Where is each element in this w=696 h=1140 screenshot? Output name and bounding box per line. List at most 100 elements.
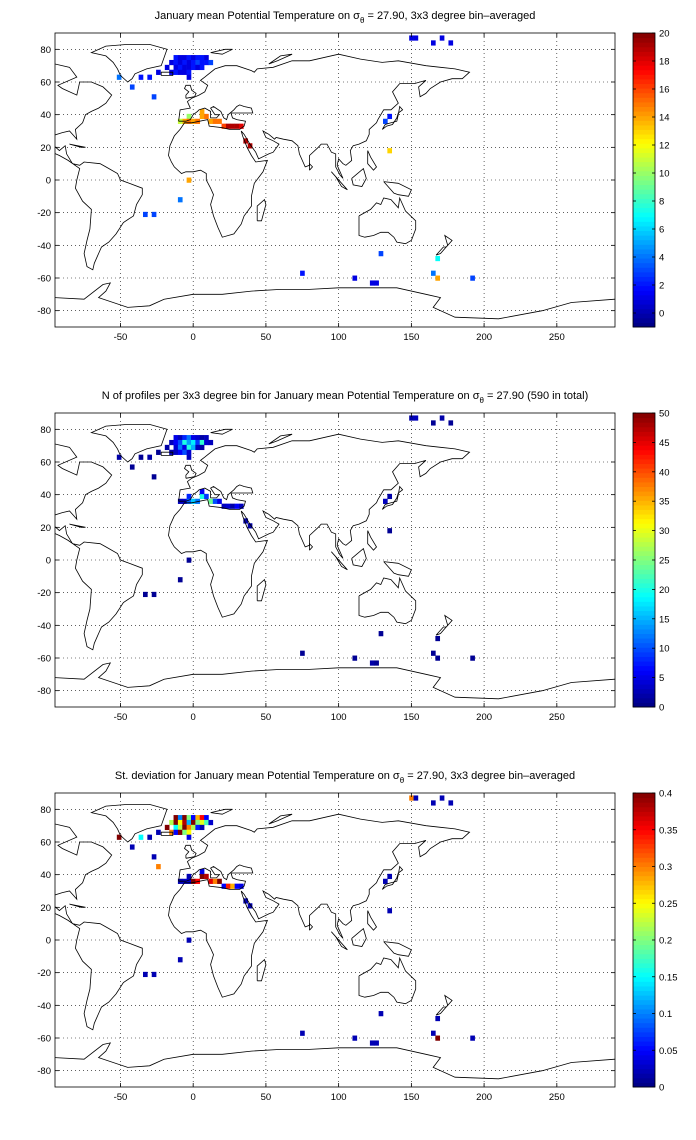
x-tick-label: 100 — [331, 332, 347, 343]
colorbar-segment — [633, 569, 655, 575]
data-cell — [177, 64, 183, 71]
y-tick-label: 60 — [40, 458, 51, 469]
colorbar-segment — [633, 83, 655, 89]
data-cell — [186, 824, 192, 831]
colorbar-segment — [633, 880, 655, 886]
title-subscript: θ — [400, 776, 405, 785]
data-cell — [204, 493, 209, 500]
panel-title: St. deviation for January mean Potential… — [115, 770, 575, 785]
colorbar-segment — [633, 230, 655, 236]
colorbar-tick-label: 0.25 — [659, 899, 678, 910]
colorbar-segment — [633, 193, 655, 199]
coastline — [367, 530, 377, 551]
colorbar-tick-label: 0.1 — [659, 1009, 672, 1020]
data-cell — [177, 819, 183, 826]
data-cell — [177, 815, 183, 821]
colorbar-segment — [633, 661, 655, 667]
data-cell — [151, 94, 157, 100]
colorbar-segment — [633, 1077, 655, 1083]
data-cell — [186, 439, 192, 446]
colorbar-tick-label: 16 — [659, 85, 670, 96]
panel-title: N of profiles per 3x3 degree bin for Jan… — [102, 390, 588, 405]
colorbar-segment — [633, 180, 655, 186]
data-cell — [173, 819, 179, 826]
data-cell — [173, 439, 179, 446]
coastline — [55, 443, 143, 651]
colorbar-tick-label: 0.3 — [659, 862, 672, 873]
data-cell — [169, 439, 174, 446]
colorbar-segment — [633, 592, 655, 598]
data-cell — [247, 523, 253, 529]
coastline — [160, 831, 174, 836]
colorbar-segment — [633, 299, 655, 305]
colorbar-tick-label: 30 — [659, 526, 670, 537]
data-cell — [173, 64, 179, 71]
colorbar-segment — [633, 143, 655, 149]
data-cell — [191, 824, 196, 831]
data-cell — [195, 815, 201, 821]
data-cell — [186, 118, 192, 124]
colorbar-segment — [633, 605, 655, 612]
coastline — [268, 433, 293, 445]
data-cell — [204, 435, 209, 441]
colorbar-segment — [633, 990, 655, 996]
coastline — [210, 48, 233, 55]
colorbar-segment — [633, 527, 655, 533]
y-tick-label: 40 — [40, 490, 51, 501]
data-cell — [230, 123, 235, 129]
colorbar-segment — [633, 166, 655, 172]
data-cell — [439, 35, 445, 41]
colorbar-segment — [633, 313, 655, 319]
data-cell — [431, 650, 436, 656]
data-cell — [239, 123, 244, 129]
data-cell — [221, 883, 227, 889]
data-cell — [234, 883, 240, 889]
data-cell — [204, 59, 209, 66]
data-cell — [208, 498, 214, 504]
data-cell — [208, 59, 214, 66]
data-cell — [138, 834, 144, 840]
data-cell — [191, 59, 196, 66]
colorbar-segment — [633, 628, 655, 634]
colorbar-segment — [633, 129, 655, 135]
data-cell — [204, 113, 209, 120]
colorbar-segment — [633, 820, 655, 826]
coastline — [383, 941, 412, 957]
data-cell — [239, 503, 244, 509]
data-cell — [186, 829, 192, 835]
y-tick-label: -40 — [37, 241, 51, 252]
data-cell — [208, 819, 214, 826]
colorbar-segment — [633, 134, 655, 140]
data-cell — [177, 829, 183, 835]
colorbar-segment — [633, 962, 655, 969]
data-cell — [195, 439, 201, 446]
data-cell — [204, 439, 209, 446]
data-cell — [182, 55, 187, 61]
data-cell — [243, 518, 249, 524]
colorbar-segment — [633, 596, 655, 602]
x-tick-label: 200 — [476, 1092, 492, 1103]
colorbar-segment — [633, 825, 655, 831]
x-tick-label: 50 — [261, 712, 272, 723]
data-cell — [378, 631, 384, 637]
colorbar-tick-label: 40 — [659, 467, 670, 478]
data-cell — [173, 435, 179, 441]
x-tick-label: 200 — [476, 332, 492, 343]
colorbar-segment — [633, 271, 655, 277]
data-cell — [186, 498, 192, 504]
data-cell — [156, 864, 161, 870]
data-cell — [182, 59, 187, 66]
coastline — [55, 823, 143, 1031]
data-cell — [173, 824, 179, 831]
colorbar-segment — [633, 546, 655, 552]
colorbar-segment — [633, 454, 655, 460]
data-cell — [169, 59, 174, 66]
data-cell — [374, 280, 379, 286]
colorbar-segment — [633, 417, 655, 423]
coastline — [383, 561, 412, 577]
data-cell — [191, 439, 196, 446]
data-cell — [186, 449, 192, 455]
colorbar-segment — [633, 216, 655, 222]
data-cell — [191, 819, 196, 826]
data-cell — [413, 795, 419, 801]
